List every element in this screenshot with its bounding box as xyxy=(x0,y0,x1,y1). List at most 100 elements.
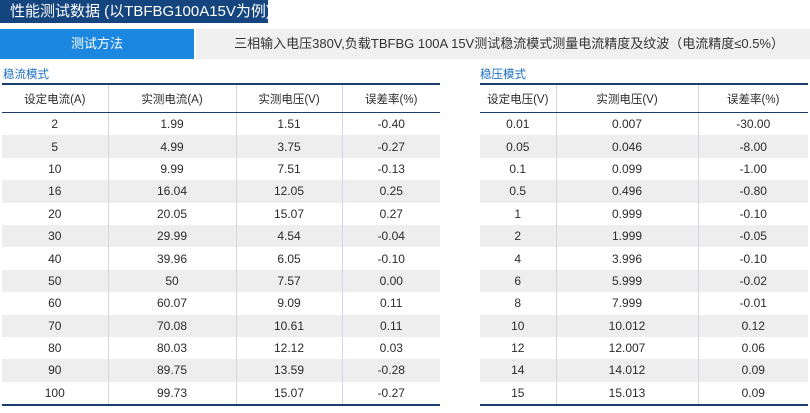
table-row: 0.01 0.007 -30.00 xyxy=(480,112,808,136)
table-cell: 1.51 xyxy=(235,112,342,136)
table-cell: -30.00 xyxy=(697,112,808,136)
table-cell: 0.496 xyxy=(555,180,698,203)
table-cell: 20 xyxy=(48,206,62,221)
table-cell: 89.75 xyxy=(107,359,236,382)
table-cell: 0.03 xyxy=(341,336,440,360)
table-cell: 0.05 xyxy=(480,135,556,158)
table-cell: 7.999 xyxy=(555,292,698,315)
table-cell: -0.27 xyxy=(341,135,440,158)
table-cell: 1 xyxy=(514,206,522,221)
table-cell: 10 xyxy=(48,161,62,176)
table-header-row: 设定电压(V) 实测电压(V) 误差率(%) xyxy=(480,83,808,113)
table-row: 14 14.012 0.09 xyxy=(480,359,808,382)
table-cell: 0.09 xyxy=(697,381,808,407)
table-cell: 90 xyxy=(2,359,108,382)
table-cell: -0.10 xyxy=(697,202,808,225)
table-cell: 5 xyxy=(2,135,108,158)
table-row: 6 5.999 -0.02 xyxy=(480,269,808,293)
table-cell: 9.09 xyxy=(235,292,342,315)
column-header: 设定电压(V) xyxy=(480,83,556,113)
table-cell: -0.02 xyxy=(697,269,808,293)
table-row: 8 7.999 -0.01 xyxy=(480,292,808,315)
table-cell: 0.999 xyxy=(555,202,698,225)
table-cell: 15.07 xyxy=(235,381,342,407)
table-row: 10 10.012 0.12 xyxy=(480,314,808,337)
current-mode-table: 设定电流(A) 实测电流(A) 实测电压(V) 误差率(%) 2 1.99 1.51 -0.… xyxy=(2,83,440,407)
table-cell: 70 xyxy=(2,314,108,337)
table-cell: 0.09 xyxy=(697,359,808,382)
table-row: 0.5 0.496 -0.80 xyxy=(480,180,808,203)
table-cell: 4.99 xyxy=(107,135,236,158)
table-row: 0.05 0.046 -8.00 xyxy=(480,135,808,158)
table-cell: 0.5 xyxy=(480,180,556,203)
table-row: 30 29.99 4.54 -0.04 xyxy=(2,224,440,248)
table-cell: 39.96 xyxy=(107,247,236,270)
table-cell: 12.05 xyxy=(235,180,342,203)
voltage-mode-title: 稳压模式 xyxy=(480,69,526,81)
table-row: 12 12.007 0.06 xyxy=(480,336,808,360)
table-cell: 2 xyxy=(51,117,59,132)
column-header: 误差率(%) xyxy=(341,83,440,113)
table-row: 2 1.99 1.51 -0.40 xyxy=(2,112,440,136)
table-cell: -1.00 xyxy=(697,157,808,181)
test-method-label: 测试方法 xyxy=(0,29,194,59)
table-cell: 70.08 xyxy=(107,314,236,337)
table-cell: 80 xyxy=(48,341,62,356)
table-cell: 80.03 xyxy=(107,336,236,360)
column-header: 设定电流(A) xyxy=(2,83,108,113)
table-row: 0.1 0.099 -1.00 xyxy=(480,157,808,181)
table-cell: 0.099 xyxy=(555,157,698,181)
table-cell: 0.11 xyxy=(341,292,440,315)
test-method-value: 三相输入电压380V,负载TBFBG 100A 15V测试稳流模式测量电流精度及… xyxy=(196,29,810,59)
table-cell: -0.40 xyxy=(341,112,440,136)
table-cell: 15.013 xyxy=(555,381,698,407)
table-cell: -0.10 xyxy=(697,247,808,270)
table-cell: 15.07 xyxy=(235,202,342,225)
table-cell: 6.05 xyxy=(235,247,342,270)
table-cell: 100 xyxy=(2,381,108,407)
table-cell: 29.99 xyxy=(107,224,236,248)
column-header: 实测电流(A) xyxy=(107,83,236,113)
table-row: 100 99.73 15.07 -0.27 xyxy=(2,381,440,407)
table-cell: 0.12 xyxy=(697,314,808,337)
table-cell: 20.05 xyxy=(107,202,236,225)
table-cell: 12 xyxy=(511,341,525,356)
table-row: 2 1.999 -0.05 xyxy=(480,224,808,248)
table-cell: 60 xyxy=(48,296,62,311)
table-cell: 7.51 xyxy=(235,157,342,181)
table-cell: 50 xyxy=(107,269,236,293)
current-mode-title: 稳流模式 xyxy=(3,69,49,81)
table-row: 50 50 7.57 0.00 xyxy=(2,269,440,293)
table-cell: 1.99 xyxy=(107,112,236,136)
table-row: 40 39.96 6.05 -0.10 xyxy=(2,247,440,270)
table-cell: 12.12 xyxy=(235,336,342,360)
table-cell: -0.04 xyxy=(341,224,440,248)
table-cell: -0.13 xyxy=(341,157,440,181)
column-header: 实测电压(V) xyxy=(235,83,342,113)
table-cell: 0.046 xyxy=(555,135,698,158)
table-cell: 1.999 xyxy=(555,224,698,248)
voltage-mode-table: 设定电压(V) 实测电压(V) 误差率(%) 0.01 0.007 -30.00 0.05… xyxy=(480,83,808,407)
table-cell: 0.01 xyxy=(506,117,530,132)
table-row: 70 70.08 10.61 0.11 xyxy=(2,314,440,337)
table-cell: 6 xyxy=(480,269,556,293)
table-row: 80 80.03 12.12 0.03 xyxy=(2,336,440,360)
page-title: 性能测试数据 (以TBFBG100A15V为例) xyxy=(0,0,271,23)
table-cell: 14 xyxy=(480,359,556,382)
table-row: 16 16.04 12.05 0.25 xyxy=(2,180,440,203)
table-cell: 9.99 xyxy=(107,157,236,181)
table-cell: -0.28 xyxy=(341,359,440,382)
table-row: 90 89.75 13.59 -0.28 xyxy=(2,359,440,382)
table-cell: 12.007 xyxy=(555,336,698,360)
test-method-row: 测试方法 三相输入电压380V,负载TBFBG 100A 15V测试稳流模式测量… xyxy=(0,29,810,59)
table-cell: 10.012 xyxy=(555,314,698,337)
table-row: 10 9.99 7.51 -0.13 xyxy=(2,157,440,181)
table-row: 4 3.996 -0.10 xyxy=(480,247,808,270)
table-cell: 0.27 xyxy=(341,202,440,225)
table-cell: 13.59 xyxy=(235,359,342,382)
table-cell: 3.996 xyxy=(555,247,698,270)
table-cell: 30 xyxy=(2,224,108,248)
table-cell: 4 xyxy=(514,251,522,266)
table-cell: 0.1 xyxy=(509,161,527,176)
table-cell: 15 xyxy=(480,381,556,407)
